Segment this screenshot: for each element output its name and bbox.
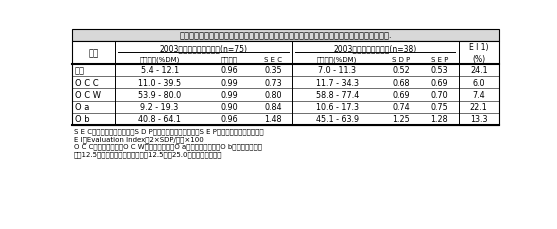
Text: O C C：細胞内容物　O C W：細胞壁物質　O a：高消化性繊維　O b：低消化性繊維: O C C：細胞内容物 O C W：細胞壁物質 O a：高消化性繊維 O b：低… (74, 143, 261, 150)
Text: 表２．近赤外分析の検量線によるサイレージ調製前のトウモロコシ茎葉の飼料成分の推定精度.: 表２．近赤外分析の検量線によるサイレージ調製前のトウモロコシ茎葉の飼料成分の推定… (179, 31, 392, 40)
Text: S E C: S E C (264, 56, 282, 62)
Text: 24.1: 24.1 (470, 66, 487, 75)
Text: 0.35: 0.35 (264, 66, 282, 75)
Text: 0.68: 0.68 (393, 78, 410, 87)
Text: 40.8 - 64.1: 40.8 - 64.1 (138, 115, 181, 124)
Text: 6.0: 6.0 (472, 78, 485, 87)
Text: 0.73: 0.73 (264, 78, 282, 87)
Text: 13.3: 13.3 (470, 115, 487, 124)
Text: 10.6 - 17.3: 10.6 - 17.3 (316, 103, 359, 112)
Text: 0.69: 0.69 (431, 78, 448, 87)
Text: 0.74: 0.74 (392, 103, 410, 112)
Text: 11.0 - 39.5: 11.0 - 39.5 (138, 78, 181, 87)
Text: 0.90: 0.90 (221, 103, 238, 112)
Text: 22.1: 22.1 (470, 103, 487, 112)
Text: 0.96: 0.96 (221, 66, 238, 75)
Text: 11.7 - 34.3: 11.7 - 34.3 (316, 78, 359, 87)
Text: 0.53: 0.53 (431, 66, 448, 75)
Text: 5.4 - 12.1: 5.4 - 12.1 (140, 66, 179, 75)
Text: 45.1 - 63.9: 45.1 - 63.9 (316, 115, 359, 124)
Text: S E P: S E P (431, 56, 448, 62)
Text: 9.2 - 19.3: 9.2 - 19.3 (140, 103, 179, 112)
Text: 0.75: 0.75 (431, 103, 448, 112)
Text: O C C: O C C (75, 78, 99, 87)
Text: 7.0 - 11.3: 7.0 - 11.3 (318, 66, 356, 75)
Text: 0.52: 0.52 (392, 66, 410, 75)
Text: O b: O b (75, 115, 90, 124)
Text: E I：Evaluation Index，2×SDP/範囲×100: E I：Evaluation Index，2×SDP/範囲×100 (74, 135, 203, 142)
Text: １）12.5未満：精度が非常に高い　12.5以上25.0未満：精度が高い: １）12.5未満：精度が非常に高い 12.5以上25.0未満：精度が高い (74, 151, 222, 157)
Text: 58.8 - 77.4: 58.8 - 77.4 (315, 90, 359, 99)
Bar (72, 42, 499, 126)
Text: 1.25: 1.25 (392, 115, 410, 124)
Text: 0.69: 0.69 (392, 90, 410, 99)
Text: 2003年検量線用サンプル(n=75): 2003年検量線用サンプル(n=75) (159, 44, 247, 53)
Text: 7.4: 7.4 (472, 90, 485, 99)
Text: 0.70: 0.70 (431, 90, 448, 99)
Text: (%): (%) (472, 55, 485, 64)
Text: 含量範囲(%DM): 含量範囲(%DM) (139, 56, 180, 63)
Text: S E C：検量線の標準誤差　S D P：推定残差の標準偏差　S E P：検量線検定の標準誤差: S E C：検量線の標準誤差 S D P：推定残差の標準偏差 S E P：検量線… (74, 128, 263, 134)
Text: 53.9 - 80.0: 53.9 - 80.0 (138, 90, 181, 99)
Text: S D P: S D P (392, 56, 411, 62)
Text: 0.96: 0.96 (221, 115, 238, 124)
Text: 0.84: 0.84 (265, 103, 282, 112)
Text: 0.99: 0.99 (221, 78, 238, 87)
Text: 0.99: 0.99 (221, 90, 238, 99)
Text: 1.48: 1.48 (265, 115, 282, 124)
Text: 2003年評価用サンプル(n=38): 2003年評価用サンプル(n=38) (334, 44, 417, 53)
Text: 相関係数: 相関係数 (221, 56, 238, 63)
Text: 1.28: 1.28 (431, 115, 448, 124)
Text: 成分: 成分 (88, 49, 99, 58)
Text: O C W: O C W (75, 90, 101, 99)
Bar (72, 30, 499, 42)
Text: 0.80: 0.80 (265, 90, 282, 99)
Text: O a: O a (75, 103, 90, 112)
Text: 含量範囲(%DM): 含量範囲(%DM) (317, 56, 358, 63)
Text: 灰分: 灰分 (75, 66, 85, 75)
Text: E I 1): E I 1) (469, 43, 488, 52)
